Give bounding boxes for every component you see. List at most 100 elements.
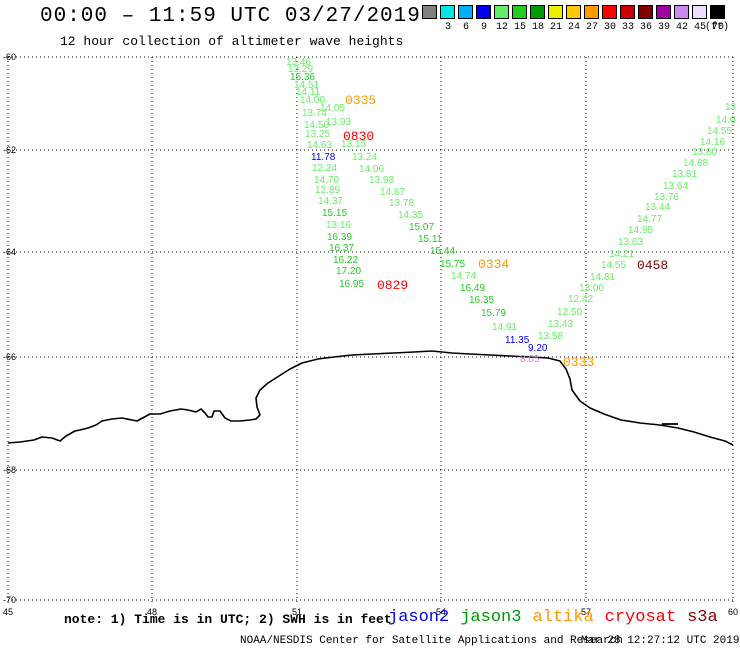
legend-swatch bbox=[620, 5, 635, 19]
pass-time-label: 0334 bbox=[478, 257, 509, 272]
wave-height-value: 13.46 bbox=[286, 57, 311, 68]
wave-height-value: 12.89 bbox=[315, 185, 340, 196]
pass-time-label: 0829 bbox=[377, 278, 408, 293]
satellite-label-cryosat: cryosat bbox=[604, 608, 677, 627]
wave-height-value: 14.77 bbox=[637, 214, 662, 225]
wave-height-value: 14.50 bbox=[304, 120, 329, 131]
wave-height-value: 8.05 bbox=[520, 354, 540, 365]
legend-label: 27 bbox=[585, 22, 598, 33]
wave-height-value: 14.70 bbox=[314, 175, 339, 186]
legend-swatch bbox=[530, 5, 545, 19]
legend-label: 39 bbox=[657, 22, 670, 33]
wave-height-value: 13.64 bbox=[663, 181, 688, 192]
wave-height-value: 14.55 bbox=[601, 260, 626, 271]
wave-height-value: 14.11 bbox=[296, 87, 321, 98]
wave-height-value: 14.88 bbox=[683, 158, 708, 169]
legend-label: 21 bbox=[549, 22, 562, 33]
wave-height-value: 13.16 bbox=[326, 220, 351, 231]
wave-height-value: 16.35 bbox=[469, 295, 494, 306]
legend-unit: (ft) bbox=[704, 22, 729, 33]
legend-swatch bbox=[422, 5, 437, 19]
wave-height-value: 13.44 bbox=[645, 202, 670, 213]
legend-label: 6 bbox=[462, 22, 469, 33]
wave-height-value: 13.43 bbox=[548, 319, 573, 330]
legend-swatch bbox=[566, 5, 581, 19]
satellite-label-jason3: jason3 bbox=[460, 608, 522, 627]
lat-tick-label: -64 bbox=[3, 247, 16, 257]
wave-height-value: 14.81 bbox=[590, 272, 615, 283]
legend-label: 3 bbox=[444, 22, 451, 33]
lon-tick-label: 60 bbox=[728, 607, 738, 617]
wave-height-value: 11.78 bbox=[311, 152, 336, 163]
wave-height-value: 12.50 bbox=[557, 307, 582, 318]
legend-swatch bbox=[602, 5, 617, 19]
wave-height-value: 15.75 bbox=[440, 259, 465, 270]
wave-height-value: 14.16 bbox=[700, 137, 725, 148]
wave-height-value: 13.15 bbox=[341, 139, 366, 150]
wave-height-value: 13.78 bbox=[389, 198, 414, 209]
wave-height-value: 16.49 bbox=[460, 283, 485, 294]
legend-label: 24 bbox=[567, 22, 580, 33]
legend-label: 70 bbox=[711, 22, 724, 33]
page-subtitle: 12 hour collection of altimeter wave hei… bbox=[60, 34, 404, 49]
wave-height-value: 13.63 bbox=[618, 237, 643, 248]
lat-tick-label: -62 bbox=[3, 145, 16, 155]
satellite-legend: jason2 jason3 altika cryosat s3a bbox=[388, 608, 729, 627]
lon-tick-label: 54 bbox=[436, 607, 446, 617]
wave-height-value: 14.0 bbox=[716, 115, 736, 126]
wave-height-value: 13.58 bbox=[538, 331, 563, 342]
lon-tick-label: 51 bbox=[292, 607, 302, 617]
generated-timestamp: Mar 28 12:27:12 UTC 2019 bbox=[581, 635, 740, 647]
wave-height-value: 16.22 bbox=[333, 255, 358, 266]
wave-height-value: 13.24 bbox=[352, 152, 377, 163]
lat-tick-label: -68 bbox=[3, 465, 16, 475]
legend-swatch bbox=[494, 5, 509, 19]
wave-height-value: 14.05 bbox=[320, 103, 345, 114]
legend-label: 42 bbox=[675, 22, 688, 33]
wave-height-value: 14.91 bbox=[492, 322, 517, 333]
wave-height-value: 13.76 bbox=[654, 192, 679, 203]
legend-swatch bbox=[692, 5, 707, 19]
map-grid bbox=[7, 56, 734, 603]
pass-time-label: 0335 bbox=[345, 93, 376, 108]
legend-label: 33 bbox=[621, 22, 634, 33]
coastline bbox=[7, 350, 734, 446]
pass-time-label: 0458 bbox=[637, 258, 668, 273]
footer-note: note: 1) Time is in UTC; 2) SWH is in fe… bbox=[64, 612, 392, 627]
wave-height-value: 14.51 bbox=[294, 80, 319, 91]
pass-time-label: 0333 bbox=[563, 355, 594, 370]
legend-swatch bbox=[440, 5, 455, 19]
legend-swatch bbox=[512, 5, 527, 19]
lat-tick-label: -70 bbox=[3, 595, 16, 605]
wave-height-value: 13.00 bbox=[579, 283, 604, 294]
legend-label: 36 bbox=[639, 22, 652, 33]
legend-swatch bbox=[656, 5, 671, 19]
wave-height-value: 17.20 bbox=[336, 266, 361, 277]
wave-height-value: 11.35 bbox=[505, 335, 530, 346]
wave-height-value: 13.25 bbox=[305, 129, 330, 140]
page-title: 00:00 – 11:59 UTC 03/27/2019 bbox=[40, 5, 421, 28]
wave-height-value: 15.44 bbox=[430, 246, 455, 257]
wave-height-value: 15.15 bbox=[322, 208, 347, 219]
credit-line: NOAA/NESDIS Center for Satellite Applica… bbox=[240, 635, 623, 647]
wave-height-value: 13 bbox=[725, 102, 737, 113]
legend-swatch bbox=[710, 5, 725, 19]
legend-label: 30 bbox=[603, 22, 616, 33]
pass-time-label: 0830 bbox=[343, 129, 374, 144]
wave-height-value: 14.74 bbox=[451, 271, 476, 282]
wave-height-value: 13.74 bbox=[302, 108, 327, 119]
map-tick-labels: 45 48 51 54 57 60 -60 -62 -64 -66 -68 -70 bbox=[3, 52, 738, 617]
wave-height-value: 14.21 bbox=[609, 249, 634, 260]
lon-tick-label: 45 bbox=[3, 607, 13, 617]
wave-height-value: 14.63 bbox=[307, 140, 332, 151]
wave-height-value: 15.36 bbox=[290, 72, 315, 83]
wave-height-value: 12.24 bbox=[312, 163, 337, 174]
wave-readings: 13.4613.2915.3614.5114.1114.0014.0513.74… bbox=[286, 57, 737, 370]
legend-label: 18 bbox=[531, 22, 544, 33]
legend-swatch bbox=[584, 5, 599, 19]
wave-height-value: 15.79 bbox=[481, 308, 506, 319]
wave-height-value: 13.93 bbox=[326, 117, 351, 128]
wave-height-value: 16.39 bbox=[327, 232, 352, 243]
wave-height-value: 15.11 bbox=[418, 234, 443, 245]
